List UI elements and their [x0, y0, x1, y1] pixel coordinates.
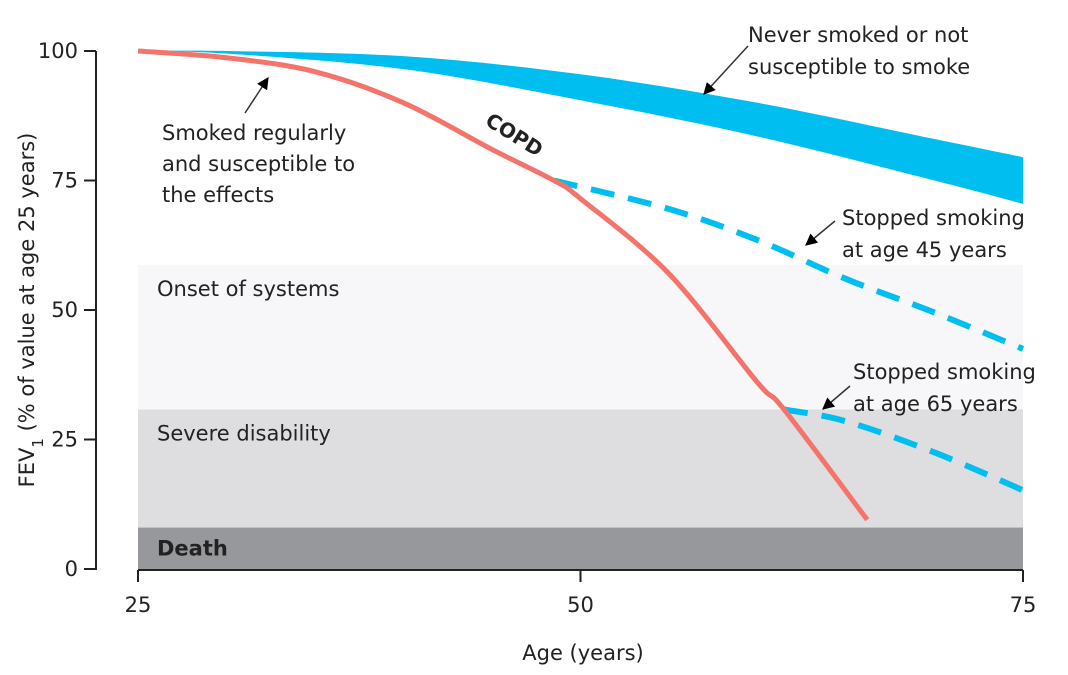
smoker-arrow — [244, 76, 269, 114]
smoker-label-line-2: and susceptible to — [162, 152, 355, 176]
y-axis-label-rest: (% of value at age 25 years) — [15, 133, 39, 438]
x-tick-label-25: 25 — [125, 593, 152, 617]
band-0 — [138, 264, 1023, 410]
band-2 — [138, 527, 1023, 569]
never-arrow — [703, 45, 749, 95]
band-label-0: Onset of systems — [157, 277, 339, 301]
stop45-arrow — [805, 220, 836, 246]
y-tick-label-75: 75 — [51, 169, 78, 193]
never-label-line-1: Never smoked or not — [748, 23, 968, 47]
stop65-annotation: Stopped smoking at age 65 years — [822, 360, 1036, 416]
series-stopped-45 — [553, 177, 1025, 352]
series — [137, 48, 1025, 522]
y-axis-label-main: FEV — [15, 447, 39, 487]
bands: Onset of systems Severe disability Death — [138, 264, 1023, 569]
never-label-line-2: susceptible to smoke — [748, 55, 970, 79]
y-tick-label-0: 0 — [65, 557, 78, 581]
never-annotation: Never smoked or not susceptible to smoke — [703, 23, 970, 95]
smoker-annotation: Smoked regularly and susceptible to the … — [162, 76, 355, 207]
smoker-label-line-3: the effects — [162, 183, 274, 207]
y-axis-label-sub: 1 — [29, 438, 47, 448]
stop45-label-line-2: at age 45 years — [842, 238, 1007, 262]
y-tick-label-25: 25 — [51, 428, 78, 452]
x-axis-label: Age (years) — [522, 641, 643, 665]
stop45-label-line-1: Stopped smoking — [842, 206, 1025, 230]
series-stopped-65 — [783, 406, 1025, 494]
smoker-label-line-1: Smoked regularly — [162, 121, 346, 145]
y-axis-label: FEV1 (% of value at age 25 years) — [15, 133, 47, 488]
ticks: 0 25 50 75 100 25 50 75 — [38, 39, 1036, 617]
stop65-arrow — [822, 385, 851, 410]
stop65-label-line-2: at age 65 years — [853, 392, 1018, 416]
x-tick-label-50: 50 — [567, 593, 594, 617]
series-never-smoked-band — [138, 50, 1023, 204]
band-label-1: Severe disability — [157, 421, 331, 445]
x-tick-label-75: 75 — [1010, 593, 1037, 617]
y-tick-label-100: 100 — [38, 39, 78, 63]
series-smoker-copd — [137, 48, 870, 522]
band-label-2: Death — [157, 537, 228, 561]
stop45-annotation: Stopped smoking at age 45 years — [805, 206, 1025, 262]
copd-label: COPD — [481, 108, 547, 162]
stop65-label-line-1: Stopped smoking — [853, 360, 1036, 384]
y-tick-label-50: 50 — [51, 298, 78, 322]
